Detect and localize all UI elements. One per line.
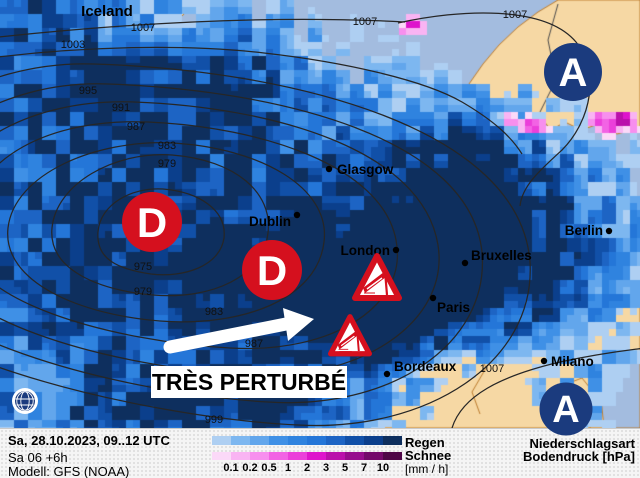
city-label-dublin: Dublin bbox=[249, 214, 291, 229]
model-name: Modell: GFS (NOAA) bbox=[8, 464, 130, 478]
city-markers: Glasgow Dublin London Bruxelles Paris Bo… bbox=[249, 162, 613, 378]
flow-arrow bbox=[163, 308, 314, 354]
isobar-label: 979 bbox=[134, 286, 152, 298]
color-scale-segment bbox=[364, 452, 383, 460]
color-scale-segment bbox=[326, 452, 345, 460]
low-pressure-symbol-1: D bbox=[122, 192, 182, 252]
isobar-labels: 1007 1007 1007 1003 995 991 987 983 979 … bbox=[61, 9, 527, 426]
low-symbol-letter: D bbox=[257, 247, 287, 294]
status-legend-bar: Sa, 28.10.2023, 09..12 UTC Sa 06 +6h Mod… bbox=[0, 428, 640, 478]
city-label-glasgow: Glasgow bbox=[337, 162, 394, 177]
city-label-berlin: Berlin bbox=[565, 223, 603, 238]
legend-tick: 1 bbox=[284, 462, 292, 474]
city-dot-dublin bbox=[293, 211, 301, 219]
rain-color-scale bbox=[212, 436, 402, 445]
color-scale-segment bbox=[212, 452, 231, 460]
isobar-label: 995 bbox=[79, 85, 97, 97]
model-run: Sa 06 +6h bbox=[8, 450, 68, 465]
city-dot-berlin bbox=[605, 227, 613, 235]
color-scale-segment bbox=[288, 452, 307, 460]
color-scale-segment bbox=[345, 452, 364, 460]
legend-tick: 3 bbox=[322, 462, 330, 474]
high-symbol-letter: A bbox=[559, 51, 588, 95]
rain-legend-label: Regen bbox=[405, 435, 445, 450]
warning-triangle-1 bbox=[355, 256, 399, 298]
color-scale-segment bbox=[269, 452, 288, 460]
city-label-paris: Paris bbox=[437, 300, 470, 315]
high-pressure-symbol-1: A bbox=[544, 43, 602, 101]
city-label-bordeaux: Bordeaux bbox=[394, 359, 457, 374]
legend-title-precip-type: Niederschlagsart bbox=[529, 436, 636, 451]
color-scale-segment bbox=[288, 436, 307, 445]
isobar-label: 999 bbox=[205, 414, 223, 426]
isobar-label: 983 bbox=[205, 306, 223, 318]
legend-tick-values: 0.1 0.2 0.5 1 2 3 5 7 10 bbox=[212, 462, 412, 475]
annotation-text: TRÈS PERTURBÉ bbox=[152, 368, 346, 395]
color-scale-segment bbox=[364, 436, 383, 445]
warning-triangle-2 bbox=[331, 317, 370, 354]
color-scale-segment bbox=[345, 436, 364, 445]
valid-datetime: Sa, 28.10.2023, 09..12 UTC bbox=[8, 433, 170, 448]
city-dot-london bbox=[392, 246, 400, 254]
isobar-label: 1007 bbox=[353, 16, 377, 28]
legend-tick: 0.5 bbox=[261, 462, 277, 474]
isobar-label: 991 bbox=[112, 102, 130, 114]
legend-tick: 7 bbox=[360, 462, 368, 474]
isobar-lines bbox=[0, 12, 640, 428]
snow-color-scale bbox=[212, 452, 402, 460]
region-label-iceland: Iceland bbox=[81, 3, 133, 20]
isobar-label: 987 bbox=[127, 121, 145, 133]
isobar-label: 1007 bbox=[503, 9, 527, 21]
color-scale-segment bbox=[231, 452, 250, 460]
legend-tick: 2 bbox=[303, 462, 311, 474]
snow-legend-label: Schnee bbox=[405, 448, 452, 463]
color-scale-segment bbox=[307, 436, 326, 445]
annotation-tres-perturbe: TRÈS PERTURBÉ bbox=[151, 366, 347, 398]
color-scale-segment bbox=[269, 436, 288, 445]
isobar-label: 979 bbox=[158, 158, 176, 170]
globe-icon bbox=[12, 388, 38, 414]
isobar-label: 1007 bbox=[131, 22, 155, 34]
map-overlay: 1007 1007 1007 1003 995 991 987 983 979 … bbox=[0, 3, 640, 428]
color-scale-segment bbox=[307, 452, 326, 460]
isobar-label: 1007 bbox=[480, 363, 504, 375]
color-scale-segment bbox=[231, 436, 250, 445]
low-pressure-symbol-2: D bbox=[242, 240, 302, 300]
isobar-label: 975 bbox=[134, 261, 152, 273]
high-pressure-symbol-2: A bbox=[539, 382, 593, 436]
city-label-london: London bbox=[341, 243, 390, 258]
legend-title-pressure: Bodendruck [hPa] bbox=[523, 449, 635, 464]
color-scale-segment bbox=[326, 436, 345, 445]
legend-tick: 0.2 bbox=[242, 462, 258, 474]
legend-unit-label: [mm / h] bbox=[405, 462, 449, 476]
legend-tick: 0.1 bbox=[223, 462, 239, 474]
color-scale-segment bbox=[383, 452, 402, 460]
city-label-bruxelles: Bruxelles bbox=[471, 248, 532, 263]
color-scale-segment bbox=[250, 452, 269, 460]
city-dot-bordeaux bbox=[383, 370, 391, 378]
legend-tick: 5 bbox=[341, 462, 349, 474]
color-scale-segment bbox=[212, 436, 231, 445]
color-scale-segment bbox=[250, 436, 269, 445]
isobar-label: 987 bbox=[245, 338, 263, 350]
low-symbol-letter: D bbox=[137, 199, 167, 246]
city-dot-bruxelles bbox=[461, 259, 469, 267]
city-dot-milano bbox=[540, 357, 548, 365]
isobar-label: 983 bbox=[158, 140, 176, 152]
city-label-milano: Milano bbox=[551, 354, 594, 369]
legend-tick: 10 bbox=[376, 462, 390, 474]
city-dot-paris bbox=[429, 294, 437, 302]
high-symbol-letter: A bbox=[552, 389, 579, 431]
city-dot-glasgow bbox=[325, 165, 333, 173]
color-scale-segment bbox=[383, 436, 402, 445]
isobar-label: 1003 bbox=[61, 39, 85, 51]
